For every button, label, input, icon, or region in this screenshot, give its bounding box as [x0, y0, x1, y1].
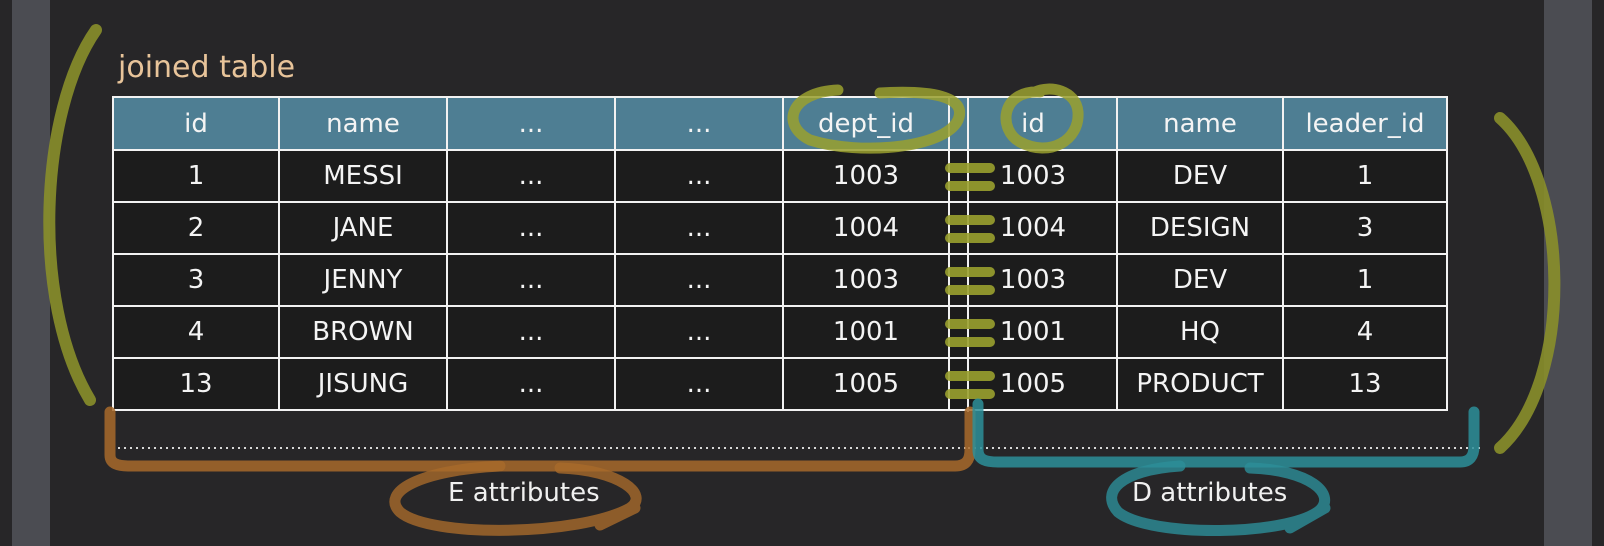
cell: ...: [446, 253, 616, 307]
cell: 1003: [948, 253, 1118, 307]
d-attributes-label: D attributes: [1132, 478, 1288, 508]
cell: 1001: [782, 305, 950, 359]
cell: JANE: [278, 201, 448, 255]
header-leader-id: leader_id: [1282, 96, 1448, 151]
cell: MESSI: [278, 149, 448, 203]
header-d-name: name: [1116, 96, 1284, 151]
cell: 13: [1282, 357, 1448, 411]
table-row: 13 JISUNG ... ... 1005 1005 PRODUCT 13: [112, 357, 1448, 411]
cell: 4: [1282, 305, 1448, 359]
equals-mark: [945, 319, 995, 347]
cell: 1001: [948, 305, 1118, 359]
id-circle-mark: [1000, 83, 1084, 154]
left-frame-bar: [12, 0, 50, 546]
cell: ...: [446, 357, 616, 411]
cell: BROWN: [278, 305, 448, 359]
cell: JENNY: [278, 253, 448, 307]
e-attributes-circle-mark: [389, 460, 642, 536]
cell: ...: [614, 253, 784, 307]
left-parenthesis-mark: [43, 24, 102, 406]
cell: 1003: [948, 149, 1118, 203]
equals-mark: [945, 215, 995, 243]
equals-mark: [945, 267, 995, 295]
table-row: 1 MESSI ... ... 1003 1003 DEV 1: [112, 149, 1448, 203]
d-attributes-brace-mark: [972, 398, 1480, 468]
cell: 1005: [782, 357, 950, 411]
dept-id-circle-mark: [787, 84, 966, 154]
cell: ...: [446, 149, 616, 203]
header-e-name: name: [278, 96, 448, 151]
cell: HQ: [1116, 305, 1284, 359]
e-attributes-brace-mark: [104, 406, 976, 472]
e-attributes-label: E attributes: [448, 478, 600, 508]
header-e-ellipsis-1: ...: [446, 96, 616, 151]
cell: DEV: [1116, 253, 1284, 307]
cell: DESIGN: [1116, 201, 1284, 255]
table-row: 2 JANE ... ... 1004 1004 DESIGN 3: [112, 201, 1448, 255]
joined-table: id name ... ... dept_id id name leader_i…: [112, 96, 1448, 411]
cell: ...: [614, 201, 784, 255]
cell: 2: [112, 201, 280, 255]
cell: 1: [112, 149, 280, 203]
cell: 3: [1282, 201, 1448, 255]
right-parenthesis-mark: [1494, 112, 1561, 454]
header-e-id: id: [112, 96, 280, 151]
cell: 1: [1282, 149, 1448, 203]
cell: 1004: [782, 201, 950, 255]
cell: ...: [614, 149, 784, 203]
header-e-ellipsis-2: ...: [614, 96, 784, 151]
cell: 1: [1282, 253, 1448, 307]
cell: ...: [614, 357, 784, 411]
cell: 4: [112, 305, 280, 359]
cell: PRODUCT: [1116, 357, 1284, 411]
equals-mark: [945, 371, 995, 399]
cell: JISUNG: [278, 357, 448, 411]
table-row: 3 JENNY ... ... 1003 1003 DEV 1: [112, 253, 1448, 307]
table-title: joined table: [118, 50, 296, 85]
cell: 1003: [782, 253, 950, 307]
equals-mark: [945, 163, 995, 191]
cell: 1004: [948, 201, 1118, 255]
header-d-id: id: [948, 96, 1118, 151]
header-row: id name ... ... dept_id id name leader_i…: [112, 96, 1448, 151]
cell: ...: [446, 201, 616, 255]
cell: DEV: [1116, 149, 1284, 203]
cell: 1003: [782, 149, 950, 203]
cell: 13: [112, 357, 280, 411]
cell: ...: [446, 305, 616, 359]
cell: 3: [112, 253, 280, 307]
d-attributes-circle-mark: [1106, 460, 1331, 537]
table-row: 4 BROWN ... ... 1001 1001 HQ 4: [112, 305, 1448, 359]
cell: ...: [614, 305, 784, 359]
